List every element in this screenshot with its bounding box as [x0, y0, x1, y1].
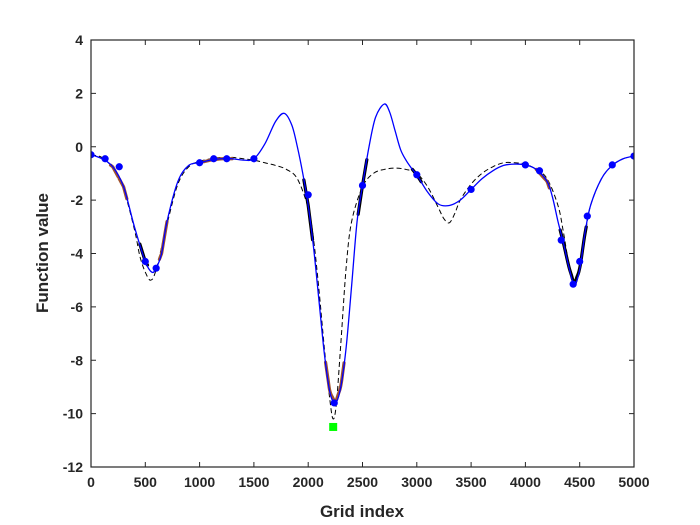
y-tick-label: 2 [75, 85, 83, 101]
data-point [630, 152, 634, 160]
plot-content [91, 103, 634, 431]
data-point [152, 264, 160, 272]
data-point [210, 155, 218, 163]
x-tick-label: 5000 [618, 474, 649, 490]
data-point [223, 155, 231, 163]
data-point [413, 171, 421, 179]
x-axis-label: Grid index [320, 502, 405, 521]
y-tick-label: -8 [71, 352, 84, 368]
data-point [569, 280, 577, 288]
data-point [101, 155, 109, 163]
data-point [576, 257, 584, 266]
dashed-reference-line [91, 154, 634, 420]
y-tick-label: 4 [75, 32, 83, 48]
axis-ticks: 0 500 1000 1500 2000 2500 3000 3500 4000 4500 5000… [63, 32, 650, 490]
data-point [196, 159, 204, 167]
data-point [141, 257, 149, 266]
x-tick-label: 1000 [184, 474, 215, 490]
x-tick-label: 4000 [510, 474, 541, 490]
data-point [330, 399, 338, 407]
x-tick-label: 3500 [456, 474, 487, 490]
x-tick-label: 2000 [293, 474, 324, 490]
x-tick-label: 2500 [347, 474, 378, 490]
x-tick-label: 0 [87, 474, 95, 490]
x-tick-label: 4500 [564, 474, 595, 490]
data-point [91, 151, 95, 159]
y-tick-label: -4 [71, 246, 84, 262]
series-group [91, 103, 634, 431]
data-point [467, 185, 475, 194]
data-point [557, 236, 565, 244]
x-tick-label: 500 [134, 474, 158, 490]
data-point [583, 212, 591, 220]
y-axis-label: Function value [33, 193, 52, 313]
x-tick-label: 3000 [401, 474, 432, 490]
data-point [358, 181, 367, 190]
y-tick-label: -12 [63, 459, 83, 475]
y-tick-label: -2 [71, 192, 84, 208]
plot-area [91, 40, 634, 467]
y-tick-label: 0 [75, 139, 83, 155]
y-tick-label: -6 [71, 299, 84, 315]
data-point [115, 163, 123, 171]
minimum-marker [329, 422, 338, 431]
data-point [608, 161, 616, 169]
data-point [521, 161, 530, 169]
data-point [304, 191, 312, 199]
model-line [91, 103, 634, 404]
data-point [535, 167, 544, 175]
x-tick-label: 1500 [238, 474, 269, 490]
y-tick-label: -10 [63, 406, 83, 422]
data-point [250, 155, 258, 163]
